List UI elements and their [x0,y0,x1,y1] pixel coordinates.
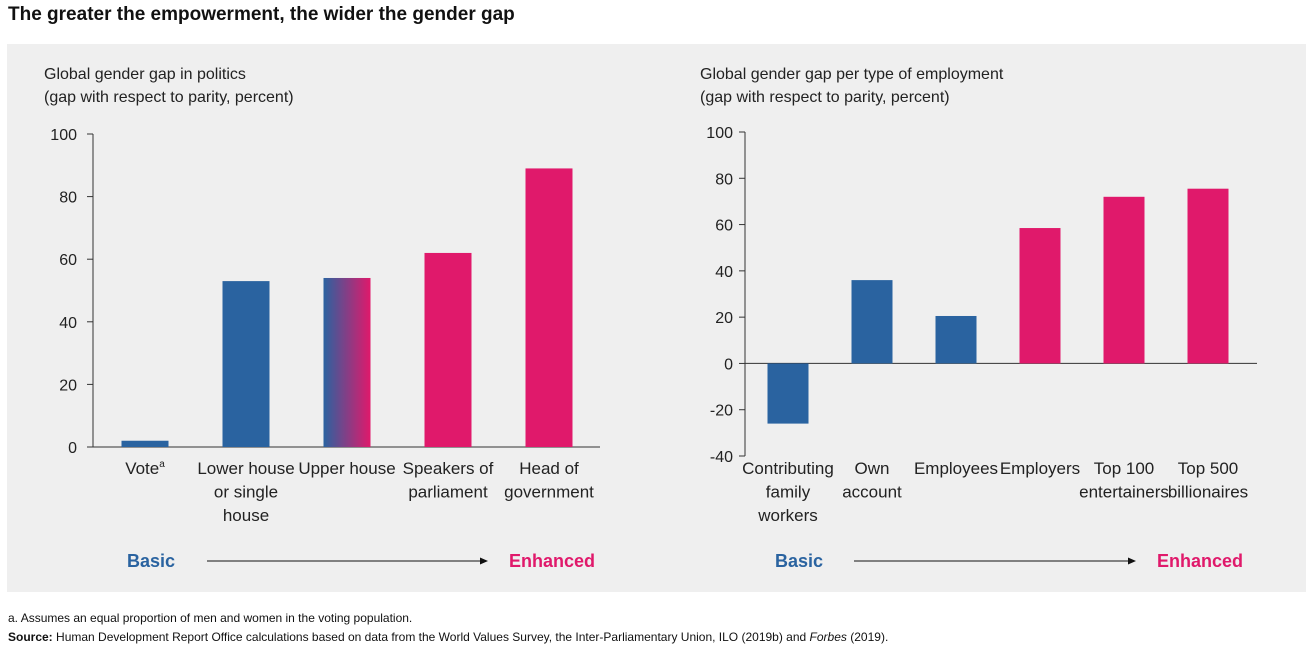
source-italic: Forbes [809,630,847,644]
x-category-label: Employers [1000,459,1080,478]
x-category-label: Contributing [742,459,834,478]
x-category-label: Employees [914,459,998,478]
chart-title: Global gender gap in politics [44,66,246,83]
scale-start-label: Basic [775,551,823,571]
scale-end-label: Enhanced [509,551,595,571]
bar [525,168,573,447]
x-category-label: or single [214,483,278,502]
chart-panel: Global gender gap in politics (gap with r… [7,44,1306,592]
source-text: Human Development Report Office calculat… [56,630,807,644]
bar [767,363,809,424]
source-text-end: (2019). [850,630,889,644]
chart-politics: Global gender gap in politics (gap with r… [44,66,600,571]
chart-subtitle: (gap with respect to parity, percent) [44,89,294,106]
bar [935,315,977,364]
footnote-a: a. Assumes an equal proportion of men an… [8,609,888,628]
y-tick-label: -40 [710,449,733,466]
y-tick-label: 100 [706,125,733,142]
x-category-label: family [766,483,811,502]
x-category-label: Top 100 [1094,459,1155,478]
x-category-label: house [223,506,269,525]
bar [121,440,169,447]
y-tick-label: 80 [59,190,77,207]
scale-end-label: Enhanced [1157,551,1243,571]
charts-svg: Global gender gap in politics (gap with r… [44,66,1257,571]
x-category-label: Top 500 [1178,459,1239,478]
y-tick-label: 60 [715,218,733,235]
bar [1187,188,1229,364]
bar [222,281,270,447]
x-category-label: Head of [519,459,579,478]
y-tick-label: 40 [715,264,733,281]
y-tick-label: 0 [724,356,733,373]
y-tick-label: 60 [59,252,77,269]
x-category-label: Lower house [197,459,294,478]
y-tick-label: 100 [50,127,77,144]
scale-arrow-head [480,557,488,565]
bar [1019,228,1061,364]
x-category-label: Upper house [298,459,395,478]
scale-start-label: Basic [127,551,175,571]
chart-title: Global gender gap per type of employment [700,66,1004,83]
y-tick-label: 80 [715,171,733,188]
x-category-label: Own [855,459,890,478]
figure-title: The greater the empowerment, the wider t… [8,4,515,25]
x-category-label: billionaires [1168,483,1248,502]
x-category-label: Votea [125,459,165,478]
bar [424,252,472,447]
chart-subtitle: (gap with respect to parity, percent) [700,89,950,106]
footnotes: a. Assumes an equal proportion of men an… [8,609,888,647]
x-category-label: entertainers [1079,483,1169,502]
x-category-label: Speakers of [403,459,494,478]
footnote-superscript: a [159,459,165,470]
footnote-marker: a. [8,611,19,625]
bar [851,280,893,364]
x-category-label: government [504,483,594,502]
y-tick-label: -20 [710,403,733,420]
y-tick-label: 20 [59,377,77,394]
y-tick-label: 20 [715,310,733,327]
y-tick-label: 40 [59,315,77,332]
x-category-label: parliament [408,483,488,502]
source-line: Source: Human Development Report Office … [8,628,888,647]
scale-arrow-head [1128,557,1136,565]
source-label: Source: [8,630,53,644]
footnote-text: Assumes an equal proportion of men and w… [20,611,413,625]
x-category-label: workers [757,506,818,525]
x-category-label: account [842,483,902,502]
chart-employment: Global gender gap per type of employment… [700,66,1257,571]
bar [323,277,371,447]
bar [1103,196,1145,364]
y-tick-label: 0 [68,440,77,457]
